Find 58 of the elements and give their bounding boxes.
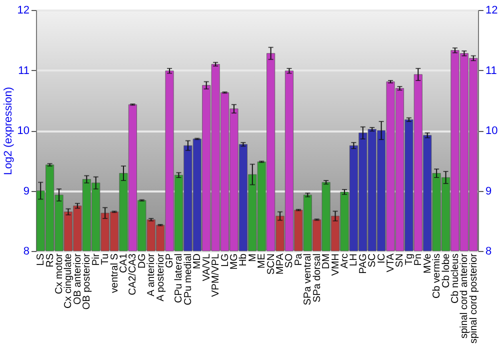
x-tick-label: CPu lateral bbox=[174, 254, 185, 303]
y-axis-title: Log2 (expression) bbox=[2, 86, 14, 176]
x-tick-label: M bbox=[247, 254, 258, 262]
x-tick-label: spinal cord anterior bbox=[459, 252, 470, 339]
x-tick-label: OB anterior bbox=[72, 252, 84, 305]
x-tick-label: Hb bbox=[238, 253, 250, 266]
x-tick-label: MVe bbox=[422, 253, 434, 274]
x-tick-label: Tu bbox=[100, 254, 112, 265]
x-tick-label: LS bbox=[36, 253, 47, 266]
x-tick-label: GP bbox=[164, 253, 176, 268]
x-tick-label: Pir bbox=[90, 252, 102, 266]
x-tick-label: CA2/CA3 bbox=[128, 253, 139, 296]
x-tick-label: MPA bbox=[275, 253, 286, 274]
x-tick-label: Cb nucleus bbox=[450, 254, 461, 304]
x-tick-label: OB posterior bbox=[82, 252, 93, 310]
x-tick-label: PAG bbox=[358, 253, 369, 274]
x-tick-label: CPu medial bbox=[182, 254, 194, 306]
x-tick-label: VPM/VPL bbox=[210, 253, 222, 297]
x-tick-label: MG bbox=[228, 253, 240, 270]
y2-tick-label: 8 bbox=[486, 246, 492, 258]
x-tick-label: spinal cord posterior bbox=[468, 252, 480, 344]
x-tick-label: LH bbox=[348, 254, 360, 266]
x-tick-label: Pn bbox=[413, 254, 424, 266]
x-tick-label: DG bbox=[136, 253, 148, 268]
x-tick-label: Cb lobe bbox=[440, 253, 452, 288]
x-tick-label: Arc bbox=[339, 254, 350, 268]
x-tick-label: SPa dorsal bbox=[312, 254, 323, 302]
x-tick-label: Cx cingulate bbox=[63, 253, 74, 309]
x-tick-label: ventral S bbox=[109, 253, 120, 293]
x-tick-label: CA1 bbox=[118, 253, 130, 273]
x-tick-label: SN bbox=[394, 254, 406, 268]
x-tick-label: DM bbox=[321, 254, 332, 270]
x-tick-label: SPa ventral bbox=[302, 254, 314, 306]
y-tick-label: 10 bbox=[17, 125, 30, 137]
x-tick-label: A anterior bbox=[146, 252, 158, 296]
x-tick-label: SC bbox=[367, 254, 378, 268]
y-tick-label: 9 bbox=[23, 185, 30, 198]
x-tick-label: RS bbox=[44, 253, 56, 268]
x-tick-label: Pa bbox=[293, 253, 304, 266]
y2-tick-label: 10 bbox=[486, 125, 498, 137]
x-tick-label: SCN bbox=[266, 254, 277, 275]
x-tick-label: LG bbox=[220, 253, 231, 267]
y-tick-label: 12 bbox=[17, 4, 30, 16]
x-tick-label: VA/VL bbox=[201, 253, 212, 282]
y2-tick-label: 11 bbox=[486, 64, 497, 77]
y2-tick-label: 12 bbox=[486, 4, 498, 16]
x-tick-label: ME bbox=[256, 253, 268, 268]
y2-tick-label: 9 bbox=[486, 185, 492, 198]
x-tick-label: IC bbox=[376, 254, 388, 264]
x-tick-label: A posterior bbox=[155, 252, 166, 302]
x-tick-label: VTA bbox=[386, 253, 397, 272]
x-tick-label: SO bbox=[284, 253, 296, 268]
x-tick-label: VMH bbox=[330, 254, 342, 276]
x-tick-label: Cb vermis bbox=[432, 254, 443, 299]
y-tick-label: 11 bbox=[18, 64, 30, 77]
x-tick-label: Tg bbox=[404, 254, 415, 266]
y-tick-label: 8 bbox=[23, 246, 30, 258]
x-tick-label: MD bbox=[192, 254, 204, 270]
